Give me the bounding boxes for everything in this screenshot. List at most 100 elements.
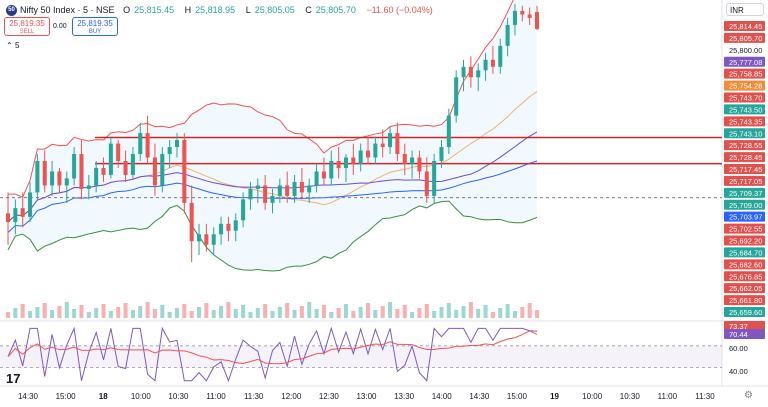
candle-body[interactable] xyxy=(329,161,334,179)
candle-body[interactable] xyxy=(64,178,69,186)
candle-body[interactable] xyxy=(79,154,84,189)
volume-bar xyxy=(5,312,11,318)
candle-body[interactable] xyxy=(108,143,113,175)
candle-body[interactable] xyxy=(454,77,459,116)
candle-body[interactable] xyxy=(204,234,209,245)
candle-body[interactable] xyxy=(314,171,319,186)
candle-body[interactable] xyxy=(28,192,33,217)
candle-body[interactable] xyxy=(174,140,180,148)
candle-body[interactable] xyxy=(233,220,238,231)
candle-body[interactable] xyxy=(512,10,517,25)
indicators-toggle[interactable]: ⌃ 5 xyxy=(6,41,19,50)
price-tag xyxy=(724,21,765,31)
candle-body[interactable] xyxy=(461,66,466,78)
candle-body[interactable] xyxy=(182,140,187,203)
candle-body[interactable] xyxy=(432,161,437,196)
candle-body[interactable] xyxy=(20,208,25,217)
spread-value: 0.00 xyxy=(53,23,67,30)
candle-body[interactable] xyxy=(365,150,371,158)
candle-body[interactable] xyxy=(50,171,55,186)
candle-body[interactable] xyxy=(86,185,91,189)
candle-body[interactable] xyxy=(417,157,422,172)
candle-body[interactable] xyxy=(94,167,99,186)
volume-bar xyxy=(365,303,371,318)
price-tag-label: 25,805.70 xyxy=(729,34,762,43)
buy-button[interactable]: 25,819.35 BUY xyxy=(72,17,118,36)
candle-body[interactable] xyxy=(5,213,11,223)
gear-icon[interactable]: ⚙ xyxy=(744,390,753,401)
candle-body[interactable] xyxy=(160,154,165,186)
candle-body[interactable] xyxy=(197,234,202,242)
candle-body[interactable] xyxy=(219,223,224,235)
candle-body[interactable] xyxy=(483,59,488,71)
candle-body[interactable] xyxy=(321,171,326,179)
candle-body[interactable] xyxy=(292,181,297,196)
candle-body[interactable] xyxy=(145,133,150,158)
candle-body[interactable] xyxy=(476,70,481,78)
candle-body[interactable] xyxy=(189,202,194,242)
price-tag-label: 25,702.55 xyxy=(729,225,762,234)
candle-body[interactable] xyxy=(358,150,363,165)
candle-body[interactable] xyxy=(534,11,540,29)
price-tag xyxy=(724,259,765,270)
volume-bar xyxy=(373,310,378,318)
candle-body[interactable] xyxy=(57,171,62,186)
candle-body[interactable] xyxy=(226,223,231,231)
candle-body[interactable] xyxy=(101,167,106,175)
currency-selector[interactable]: INR xyxy=(726,3,764,16)
candle-body[interactable] xyxy=(13,208,18,223)
candle-body[interactable] xyxy=(307,185,312,193)
candle-body[interactable] xyxy=(255,185,260,189)
tradingview-logo-icon[interactable]: 17 xyxy=(6,371,21,386)
candle-body[interactable] xyxy=(336,161,341,168)
candle-body[interactable] xyxy=(505,24,510,46)
candle-body[interactable] xyxy=(270,195,275,203)
candle-body[interactable] xyxy=(439,147,444,161)
candle-body[interactable] xyxy=(123,161,128,175)
time-axis-label: 14:30 xyxy=(469,392,490,401)
volume-bar xyxy=(343,304,348,318)
candle-body[interactable] xyxy=(388,133,393,148)
candle-body[interactable] xyxy=(498,45,503,67)
volume-bar xyxy=(329,312,334,318)
candle-body[interactable] xyxy=(395,133,400,155)
candle-body[interactable] xyxy=(42,161,47,186)
candle-body[interactable] xyxy=(116,143,121,161)
candle-body[interactable] xyxy=(211,234,216,245)
time-axis-label: 18 xyxy=(99,392,108,401)
volume-bar xyxy=(402,305,407,318)
sell-price: 25,819.35 xyxy=(9,19,45,28)
ohlc-values: O 25,815.45 H 25,818.95 L 25,805.05 C 25,805… xyxy=(123,5,437,15)
candle-body[interactable] xyxy=(167,147,172,155)
candle-body[interactable] xyxy=(424,171,429,196)
candle-body[interactable] xyxy=(72,154,77,179)
candle-body[interactable] xyxy=(468,66,473,78)
candle-body[interactable] xyxy=(277,185,282,196)
candle-body[interactable] xyxy=(351,157,356,165)
sell-button[interactable]: 25,819.35 SELL xyxy=(4,17,50,36)
candle-body[interactable] xyxy=(299,181,304,193)
candle-body[interactable] xyxy=(152,157,157,186)
candle-body[interactable] xyxy=(520,10,525,15)
candle-body[interactable] xyxy=(285,185,290,196)
volume-bar xyxy=(534,310,540,318)
candle-body[interactable] xyxy=(380,143,385,148)
volume-bar xyxy=(380,306,385,318)
symbol-title[interactable]: Nifty 50 Index · 5 · NSE xyxy=(20,5,115,15)
candle-body[interactable] xyxy=(248,188,253,200)
time-axis-label: 14:30 xyxy=(18,392,39,401)
candle-body[interactable] xyxy=(527,14,532,18)
candle-body[interactable] xyxy=(35,161,40,193)
candle-body[interactable] xyxy=(130,154,135,175)
candle-body[interactable] xyxy=(138,133,143,155)
candle-body[interactable] xyxy=(241,199,246,221)
candle-body[interactable] xyxy=(373,143,378,158)
candle-body[interactable] xyxy=(343,157,348,168)
candle-body[interactable] xyxy=(490,59,495,67)
candle-body[interactable] xyxy=(402,154,407,165)
volume-bar xyxy=(182,304,187,318)
candle-body[interactable] xyxy=(410,157,415,165)
candle-body[interactable] xyxy=(446,115,451,148)
candle-body[interactable] xyxy=(263,185,268,203)
